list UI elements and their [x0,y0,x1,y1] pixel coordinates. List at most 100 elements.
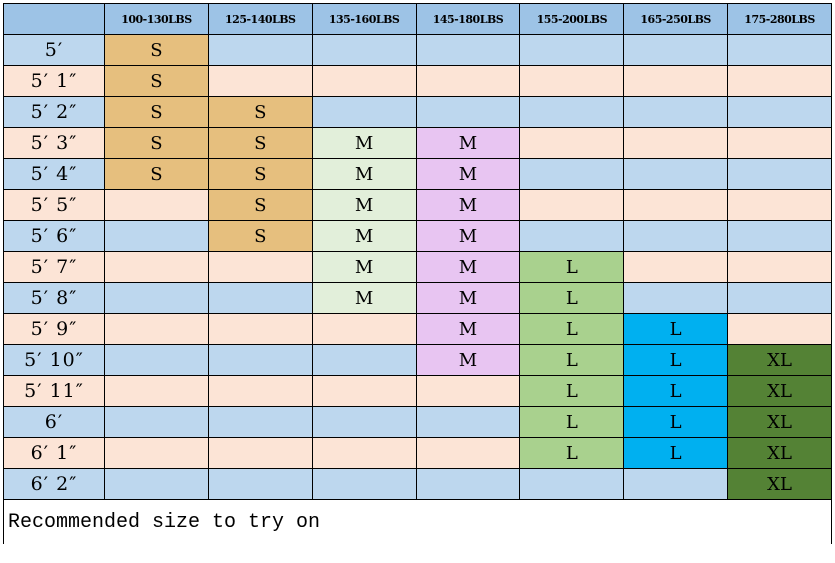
table-row: 6′ L L XL [3,406,832,438]
height-label: 5′ 1″ [3,65,105,97]
empty-cell [311,65,417,97]
empty-cell [311,313,417,345]
empty-cell [415,65,521,97]
size-cell: M [311,220,417,252]
height-label: 6′ [3,406,105,438]
size-cell: L [623,437,729,469]
table-row: 5′ 8″ M M L [3,282,832,314]
weight-column-header: 155-200LBS [519,3,625,35]
size-cell: M [415,127,521,159]
size-cell: XL [727,375,832,407]
table-row: 5′ 4″ S S M M [3,158,832,190]
size-cell: M [415,158,521,190]
table-row: 6′ 2″ XL [3,468,832,500]
empty-cell [207,251,313,283]
size-cell: L [519,406,625,438]
size-cell: M [311,251,417,283]
empty-cell [415,375,521,407]
height-label: 6′ 2″ [3,468,105,500]
empty-cell [311,468,417,500]
header-corner [3,3,105,35]
empty-cell [727,96,832,128]
empty-cell [623,468,729,500]
size-cell: L [519,437,625,469]
empty-cell [207,437,313,469]
height-label: 6′ 1″ [3,437,105,469]
empty-cell [415,468,521,500]
size-cell: S [104,34,209,66]
empty-cell [519,65,625,97]
empty-cell [415,96,521,128]
empty-cell [623,282,729,314]
size-cell: L [519,282,625,314]
size-cell: S [104,96,209,128]
height-label: 5′ 6″ [3,220,105,252]
empty-cell [415,406,521,438]
empty-cell [519,127,625,159]
height-label: 5′ 8″ [3,282,105,314]
empty-cell [207,282,313,314]
empty-cell [104,313,209,345]
empty-cell [311,375,417,407]
empty-cell [415,34,521,66]
empty-cell [311,34,417,66]
empty-cell [727,65,832,97]
height-label: 5′ 3″ [3,127,105,159]
size-cell: L [519,313,625,345]
size-cell: L [623,406,729,438]
empty-cell [311,406,417,438]
size-cell: L [623,344,729,376]
footer-note: Recommended size to try on [3,499,832,544]
empty-cell [104,406,209,438]
empty-cell [623,251,729,283]
empty-cell [519,34,625,66]
height-label: 5′ 7″ [3,251,105,283]
empty-cell [727,282,832,314]
weight-column-header: 175-280LBS [727,3,832,35]
table-row: 5′ 7″ M M L [3,251,832,283]
empty-cell [207,344,313,376]
empty-cell [104,344,209,376]
size-cell: L [519,375,625,407]
size-cell: S [207,220,313,252]
empty-cell [623,65,729,97]
empty-cell [623,220,729,252]
size-cell: L [519,251,625,283]
size-cell: S [207,96,313,128]
table-row: 6′ 1″ L L XL [3,437,832,469]
size-cell: M [311,158,417,190]
empty-cell [519,220,625,252]
weight-column-header: 135-160LBS [311,3,417,35]
size-cell: L [623,375,729,407]
size-cell: M [415,189,521,221]
size-cell: M [415,251,521,283]
height-label: 5′ 2″ [3,96,105,128]
table-row: 5′ 10″ M L L XL [3,344,832,376]
weight-column-header: 145-180LBS [415,3,521,35]
size-chart-table: 100-130LBS 125-140LBS 135-160LBS 145-180LBS… [3,3,832,544]
empty-cell [104,189,209,221]
size-cell: S [104,127,209,159]
size-cell: M [415,313,521,345]
empty-cell [727,220,832,252]
empty-cell [623,158,729,190]
empty-cell [519,96,625,128]
size-cell: XL [727,406,832,438]
table-row: 5′ 2″ S S [3,96,832,128]
empty-cell [311,437,417,469]
empty-cell [207,406,313,438]
empty-cell [727,313,832,345]
size-cell: XL [727,468,832,500]
table-row: 5′ S [3,34,832,66]
height-label: 5′ 10″ [3,344,105,376]
weight-column-header: 125-140LBS [207,3,313,35]
empty-cell [623,127,729,159]
empty-cell [623,34,729,66]
empty-cell [207,34,313,66]
weight-column-header: 165-250LBS [623,3,729,35]
empty-cell [311,344,417,376]
empty-cell [207,65,313,97]
size-cell: S [104,158,209,190]
empty-cell [623,189,729,221]
size-cell: M [415,282,521,314]
